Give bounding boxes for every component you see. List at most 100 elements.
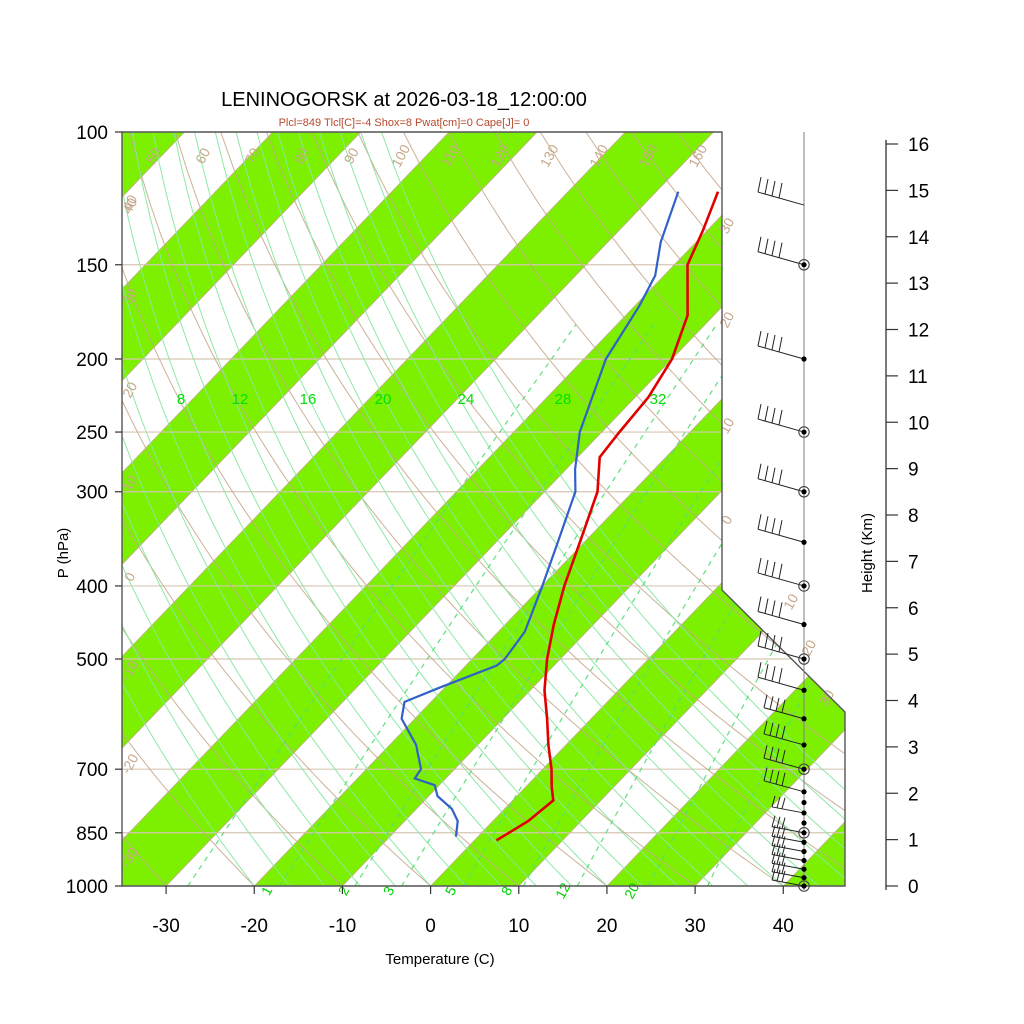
wind-barb-flag	[764, 664, 769, 680]
wind-barb-shaft	[757, 572, 805, 587]
isotherm-band	[254, 132, 845, 886]
wind-barb-flag	[757, 463, 762, 479]
wind-barb-flag	[778, 336, 783, 353]
dry-adiabat	[122, 132, 696, 886]
wind-level-dot	[801, 583, 807, 589]
wind-barb-flag	[771, 868, 776, 881]
pressure-tick-label: 500	[76, 650, 108, 671]
isotherm	[694, 132, 845, 886]
isotherm	[518, 132, 845, 886]
wind-barb-shaft	[757, 345, 805, 360]
contour-label: 20	[119, 379, 141, 400]
moist-adiabat	[122, 132, 290, 886]
pressure-tick-label: 300	[76, 483, 108, 504]
moist-adiabat	[194, 132, 643, 886]
wind-barb-flag	[775, 724, 780, 738]
isotherm-band	[606, 132, 845, 886]
wind-barb-flag	[769, 769, 774, 783]
wind-barb-flag	[771, 561, 776, 578]
height-tick-label: 14	[908, 228, 930, 249]
wind-barb-shaft	[763, 757, 805, 770]
moist-adiabat	[122, 132, 431, 886]
wind-level-dot	[801, 810, 807, 816]
wind-barb-flag	[776, 796, 781, 808]
wind-barb-flag	[781, 725, 786, 739]
dry-adiabat	[122, 132, 343, 886]
wind-barb-flag	[778, 242, 783, 258]
wind-barb-flag	[778, 520, 783, 536]
isotherm	[122, 132, 362, 886]
page-title: LENINOGORSK at 2026-03-18_12:00:00	[221, 89, 587, 111]
wind-level-dot	[801, 866, 807, 872]
dry-adiabat	[122, 132, 608, 886]
wind-level-dot	[801, 489, 807, 495]
moist-adiabat	[381, 132, 845, 886]
wind-barb-flag	[771, 815, 776, 827]
stability-indices: Plcl=849 Tlcl[C]=-4 Shox=8 Pwat[cm]=0 Ca…	[279, 117, 530, 129]
wind-barb-flag	[769, 746, 774, 760]
temperature-tick-label: -20	[241, 916, 268, 937]
wind-barb-flag	[757, 330, 762, 347]
dry-adiabat	[122, 132, 255, 886]
wind-level-circle	[798, 485, 810, 498]
wind-level-circle	[798, 827, 810, 839]
wind-barb-shaft	[757, 418, 805, 433]
wind-barb-flag	[764, 405, 769, 422]
wind-barb-shaft	[757, 191, 805, 206]
temperature-tick-label: -30	[152, 916, 179, 937]
contour-label: 24	[458, 391, 475, 408]
wind-barb-flag	[775, 770, 780, 785]
wind-barb-flag	[776, 861, 781, 873]
wind-barb-flag	[757, 176, 762, 193]
pressure-axis: 100 150 200 250 300 400 500 700 850 1000	[66, 123, 122, 898]
contour-label: 10	[119, 472, 141, 493]
mixing-ratio-line	[462, 324, 808, 886]
mixing-ratio-line	[648, 324, 845, 886]
wind-level-dot	[801, 716, 807, 722]
wind-level-dot	[801, 883, 807, 889]
wind-barb-flag	[775, 697, 780, 712]
wind-barb-flag	[769, 722, 774, 736]
wind-barbs	[757, 176, 805, 887]
temperature-axis: -30 -20 -10 0 10 20 30 40	[152, 886, 794, 937]
pressure-tick-label: 200	[76, 350, 108, 371]
contour-label: 40	[119, 195, 141, 216]
height-tick-label: 1	[908, 831, 919, 852]
contour-label: 20	[621, 880, 643, 901]
temperature-tick-label: -10	[329, 916, 356, 937]
dewpoint-trace	[400, 191, 680, 837]
wind-barb-shaft	[763, 707, 805, 720]
contour-label: 8	[177, 391, 185, 408]
height-axis-label: Height (Km)	[859, 513, 876, 593]
contour-label: 80	[291, 145, 313, 166]
isotherm	[122, 132, 714, 886]
mixing-ratio-line	[401, 324, 757, 886]
isotherm	[122, 132, 274, 886]
wind-barb-flag	[781, 797, 786, 809]
contour-label: 28	[555, 391, 572, 408]
wind-barb-flag	[764, 598, 769, 614]
wind-level-dot	[801, 742, 807, 748]
wind-level-circle	[798, 259, 810, 271]
moist-adiabat	[318, 132, 845, 886]
wind-barb-flag	[763, 767, 768, 781]
pressure-tick-label: 400	[76, 577, 108, 598]
isotherm	[122, 132, 626, 886]
wind-barb-flag	[781, 750, 786, 764]
moist-adiabat	[152, 132, 573, 886]
contour-label: 12	[552, 880, 574, 901]
wind-level-circle	[798, 653, 810, 665]
contour-label: 12	[232, 391, 249, 408]
wind-barb-flag	[771, 180, 776, 197]
wind-barb-flag	[757, 236, 762, 252]
wind-barb-flag	[771, 860, 776, 872]
wind-barb-flag	[757, 403, 762, 420]
wind-barb-flag	[781, 845, 786, 857]
wind-level-dot	[801, 799, 807, 806]
moist-adiabat	[297, 132, 819, 886]
temperature-tick-label: 0	[425, 916, 436, 937]
isotherm-band	[122, 132, 538, 886]
wind-barb-flag	[771, 334, 776, 351]
pressure-tick-label: 250	[76, 423, 108, 444]
